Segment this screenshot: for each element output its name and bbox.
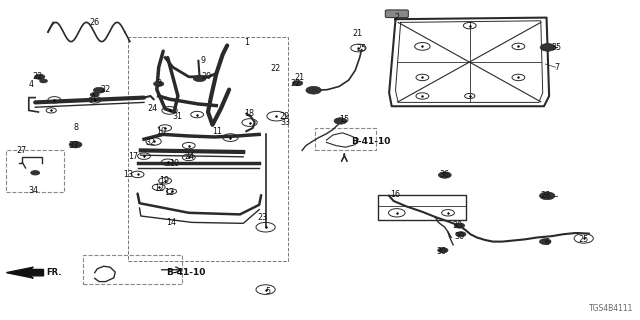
Circle shape bbox=[69, 141, 82, 148]
Circle shape bbox=[540, 239, 551, 244]
Text: 18: 18 bbox=[244, 109, 255, 118]
Polygon shape bbox=[6, 267, 44, 278]
Circle shape bbox=[292, 81, 303, 86]
Text: 7: 7 bbox=[554, 63, 559, 72]
Text: 25: 25 bbox=[579, 235, 589, 244]
Circle shape bbox=[35, 74, 45, 79]
Text: TGS4B4111: TGS4B4111 bbox=[589, 304, 634, 313]
Text: B-41-10: B-41-10 bbox=[166, 268, 206, 277]
Text: 23: 23 bbox=[257, 213, 268, 222]
Text: 35: 35 bbox=[552, 43, 562, 52]
Text: 30: 30 bbox=[452, 221, 463, 230]
Text: 25: 25 bbox=[356, 44, 367, 53]
Text: 30: 30 bbox=[454, 232, 465, 241]
Text: 22: 22 bbox=[291, 79, 301, 88]
Text: 31: 31 bbox=[173, 112, 183, 121]
Text: 10: 10 bbox=[169, 159, 179, 168]
Text: 22: 22 bbox=[100, 85, 111, 94]
Circle shape bbox=[438, 248, 448, 253]
Text: FR.: FR. bbox=[46, 268, 61, 277]
Text: B-41-10: B-41-10 bbox=[351, 137, 390, 146]
FancyBboxPatch shape bbox=[385, 10, 408, 18]
Text: 9: 9 bbox=[201, 56, 206, 65]
Text: 27: 27 bbox=[16, 146, 26, 155]
Text: 10: 10 bbox=[156, 127, 166, 136]
Text: 21: 21 bbox=[352, 29, 362, 38]
Text: 19: 19 bbox=[159, 176, 169, 185]
Text: 4: 4 bbox=[28, 80, 33, 89]
Text: 32: 32 bbox=[145, 138, 156, 147]
Text: 5: 5 bbox=[265, 287, 270, 296]
Text: 28: 28 bbox=[540, 191, 550, 200]
Circle shape bbox=[540, 192, 555, 200]
Circle shape bbox=[438, 172, 451, 178]
Circle shape bbox=[540, 44, 556, 51]
Text: 11: 11 bbox=[212, 127, 223, 136]
Text: 15: 15 bbox=[339, 116, 349, 124]
Text: 34: 34 bbox=[29, 186, 39, 195]
Text: 8: 8 bbox=[73, 124, 78, 132]
Text: 24: 24 bbox=[184, 152, 195, 161]
Circle shape bbox=[40, 79, 47, 83]
Text: 3: 3 bbox=[156, 79, 161, 88]
Circle shape bbox=[193, 75, 206, 82]
Text: 29: 29 bbox=[280, 112, 290, 121]
Text: 1: 1 bbox=[244, 38, 249, 47]
Circle shape bbox=[90, 92, 99, 97]
Text: 16: 16 bbox=[390, 190, 401, 199]
Text: 14: 14 bbox=[166, 218, 177, 227]
Circle shape bbox=[93, 87, 105, 93]
Text: 22: 22 bbox=[270, 64, 280, 73]
Text: 4: 4 bbox=[90, 93, 95, 102]
Text: 20: 20 bbox=[201, 72, 211, 81]
Text: 33: 33 bbox=[280, 118, 291, 127]
Circle shape bbox=[154, 81, 164, 86]
Circle shape bbox=[456, 232, 466, 237]
Text: 30: 30 bbox=[436, 247, 447, 256]
Circle shape bbox=[31, 171, 40, 175]
Text: 33: 33 bbox=[68, 141, 79, 150]
Text: 21: 21 bbox=[294, 73, 305, 82]
Text: 26: 26 bbox=[90, 18, 100, 27]
Text: 36: 36 bbox=[440, 170, 450, 179]
Text: 22: 22 bbox=[32, 72, 42, 81]
Circle shape bbox=[306, 86, 321, 94]
Text: 13: 13 bbox=[123, 170, 133, 179]
Text: 6: 6 bbox=[545, 238, 550, 247]
Text: 24: 24 bbox=[147, 104, 157, 113]
Text: 17: 17 bbox=[128, 152, 138, 161]
Text: 12: 12 bbox=[164, 188, 175, 197]
Circle shape bbox=[454, 223, 465, 228]
Text: 2: 2 bbox=[394, 13, 399, 22]
Text: 12: 12 bbox=[154, 184, 164, 193]
Circle shape bbox=[334, 118, 347, 124]
Bar bbox=[378, 195, 466, 220]
